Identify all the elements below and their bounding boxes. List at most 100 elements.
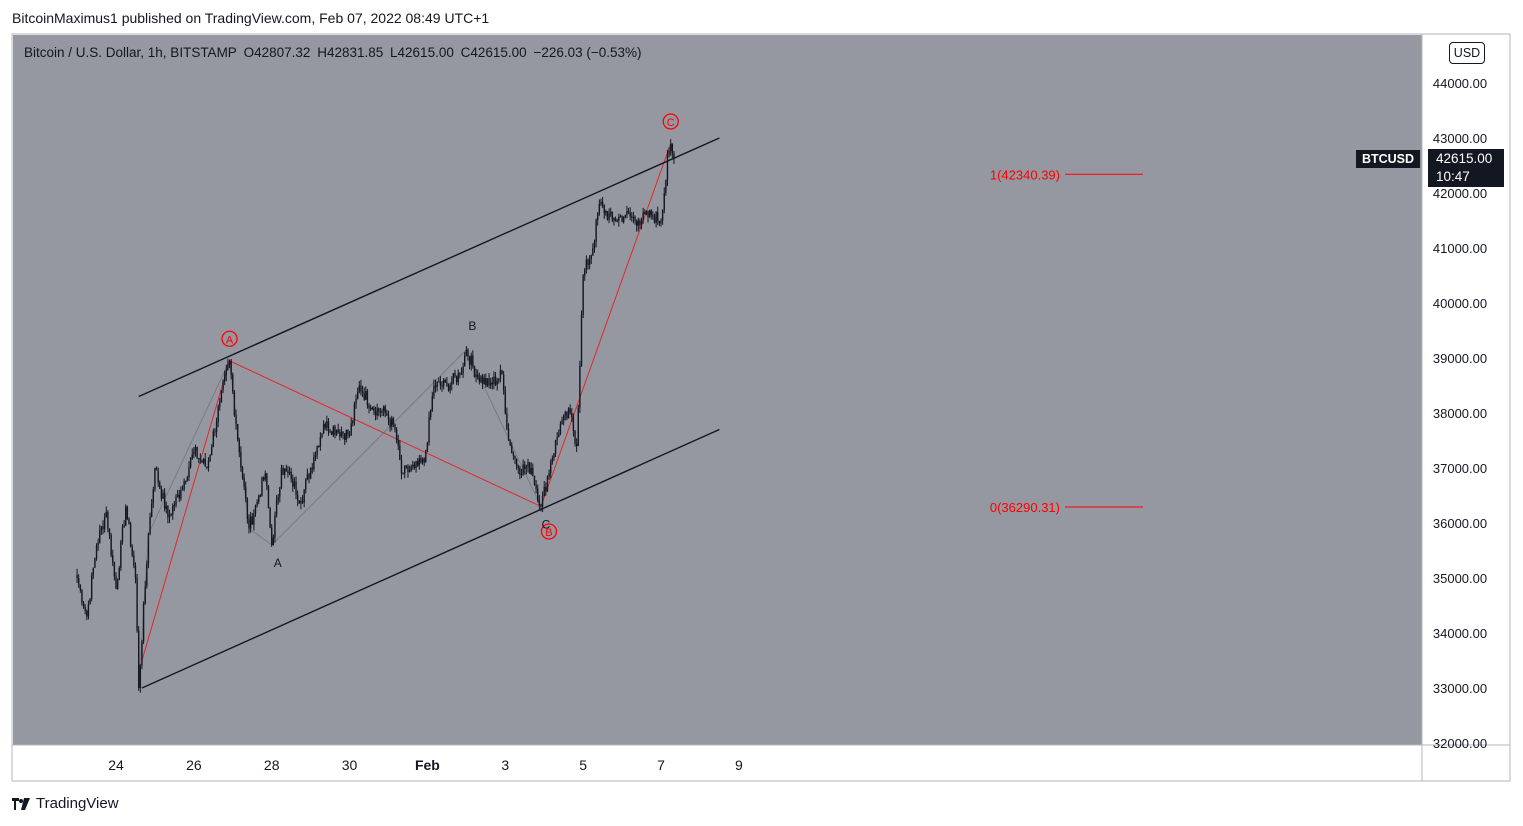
candle-body xyxy=(455,376,458,383)
open-value: 42807.32 xyxy=(254,45,311,60)
candle-body xyxy=(314,454,317,457)
price-tick-label: 35000.00 xyxy=(1433,571,1487,586)
symbol-price-label: BTCUSD xyxy=(1356,150,1420,168)
candle-body xyxy=(175,496,177,506)
candle-body xyxy=(408,470,411,472)
time-tick-label: Feb xyxy=(415,757,440,773)
candle-body xyxy=(141,641,143,666)
candle-body xyxy=(538,500,541,506)
candle-body xyxy=(282,468,284,475)
candle-body xyxy=(309,468,312,479)
candle-body xyxy=(126,506,129,520)
candle-body xyxy=(243,477,245,487)
candle-body xyxy=(439,381,442,386)
candle-body xyxy=(653,216,656,223)
candle-body xyxy=(339,431,341,437)
candle-body xyxy=(183,481,185,490)
candle-body xyxy=(223,375,226,382)
wave-b-label: B xyxy=(468,319,476,333)
candle-body xyxy=(470,355,472,365)
candle-body xyxy=(475,374,477,378)
candle-body xyxy=(574,430,576,444)
last-price-badge: 42615.00 10:47 xyxy=(1428,149,1504,187)
candle-body xyxy=(366,391,369,406)
candle-body xyxy=(99,529,101,543)
candle-body xyxy=(376,408,378,416)
time-tick-label: 30 xyxy=(342,757,358,773)
candle-body xyxy=(81,589,83,603)
candle-body xyxy=(394,424,396,430)
candle-body xyxy=(249,516,252,529)
candle-body xyxy=(189,458,192,468)
candle-body xyxy=(120,541,122,568)
candle-body xyxy=(128,519,130,524)
candle-body xyxy=(316,446,318,455)
candle-body xyxy=(663,193,665,211)
candle-body xyxy=(97,542,99,545)
candle-body xyxy=(632,216,635,218)
candle-body xyxy=(639,220,641,225)
candle-body xyxy=(358,385,360,392)
candle-body xyxy=(627,211,630,213)
candle-body xyxy=(387,415,390,420)
channel-upper-line[interactable] xyxy=(138,137,720,398)
candle-body xyxy=(436,381,438,388)
channel-lower-line[interactable] xyxy=(141,428,720,689)
candle-body xyxy=(454,372,456,377)
plot-pane[interactable] xyxy=(13,35,1422,745)
close-key: C xyxy=(460,45,471,60)
trend-channel[interactable] xyxy=(138,137,720,689)
tradingview-logo[interactable]: TradingView xyxy=(12,795,119,812)
candle-body xyxy=(517,465,519,468)
candle-body xyxy=(506,413,508,429)
candle-body xyxy=(418,458,421,466)
candle-body xyxy=(90,575,93,599)
candle-body xyxy=(571,413,573,417)
candle-body xyxy=(535,484,537,489)
candle-body xyxy=(515,458,518,466)
candle-body xyxy=(619,216,622,218)
candle-body xyxy=(569,408,571,413)
wave-c-circle xyxy=(662,113,679,130)
candle-body xyxy=(373,407,375,411)
candle-body xyxy=(246,498,249,519)
candle-body xyxy=(186,477,189,482)
candle-body xyxy=(241,467,244,478)
candle-body xyxy=(606,211,609,220)
candle-body xyxy=(348,435,351,436)
candle-body xyxy=(116,579,119,589)
candle-body xyxy=(356,391,359,399)
candle-body xyxy=(400,459,403,474)
candle-body xyxy=(139,665,142,688)
candle-body xyxy=(451,381,453,385)
candle-body xyxy=(233,391,236,415)
candle-body xyxy=(446,382,448,386)
candle-body xyxy=(460,373,463,375)
candle-body xyxy=(212,431,215,448)
candle-body xyxy=(108,528,111,536)
candle-body xyxy=(655,212,657,223)
candle-body xyxy=(342,431,344,434)
candle-body xyxy=(590,255,592,260)
time-axis[interactable]: 24 26 28 30 Feb 3 5 7 9 xyxy=(108,757,743,773)
time-tick-label: 26 xyxy=(186,757,202,773)
candle-body xyxy=(481,376,484,384)
currency-button[interactable]: USD xyxy=(1449,42,1485,64)
candle-body xyxy=(668,151,670,155)
candle-body xyxy=(384,406,386,413)
candle-body xyxy=(280,468,283,488)
candle-body xyxy=(180,490,182,499)
candle-body xyxy=(661,210,664,221)
candle-body xyxy=(87,604,90,617)
candle-body xyxy=(84,607,86,611)
candle-body xyxy=(361,391,364,394)
candle-body xyxy=(293,481,296,487)
price-axis[interactable]: 44000.00 43000.00 42000.00 41000.00 40000.00… xyxy=(1433,76,1487,751)
candle-body xyxy=(292,479,294,487)
candle-body xyxy=(326,421,328,428)
candle-body xyxy=(530,468,532,474)
candle-body xyxy=(421,458,424,463)
candle-body xyxy=(308,474,310,479)
candle-body xyxy=(305,479,307,490)
